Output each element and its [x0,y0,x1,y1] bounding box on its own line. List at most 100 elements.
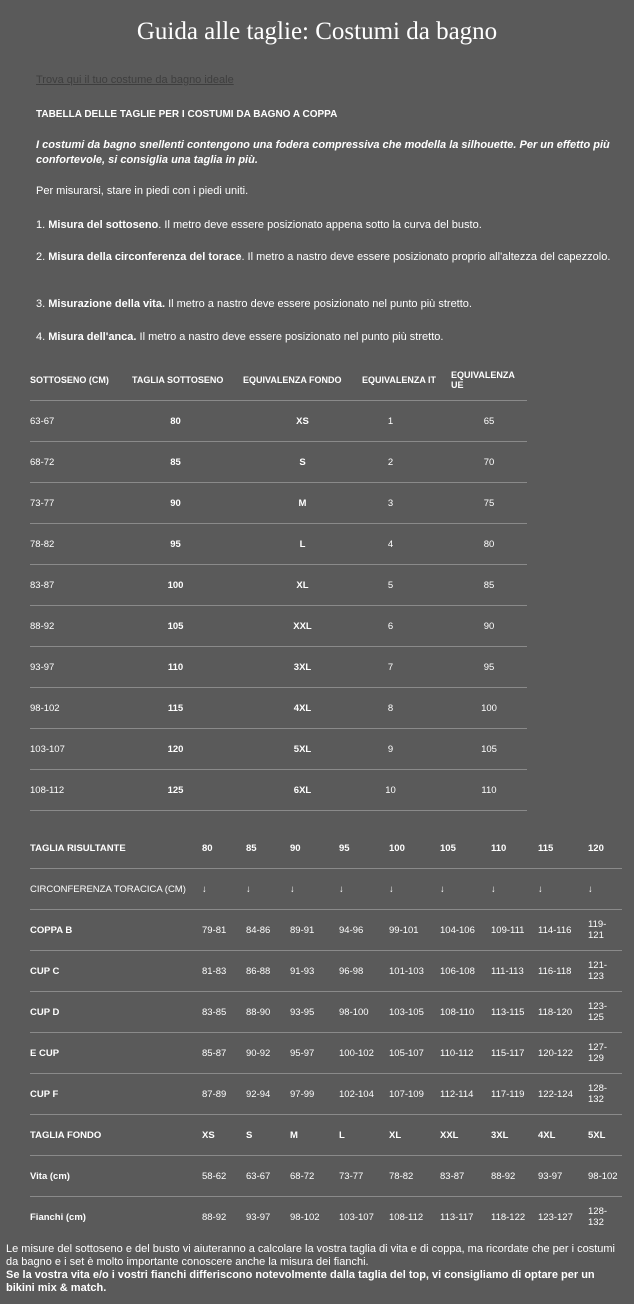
table-cell: ↓ [588,868,622,910]
table-cell: 123-125 [588,991,622,1033]
table-cell: 111-113 [491,950,538,992]
table-cell: XS [202,1114,246,1156]
table-cell: 73-77 [339,1155,389,1197]
table-cell: 88-92 [30,605,132,647]
table-cell: 80 [202,828,246,869]
table-cell: 99-101 [389,909,440,951]
table-cell: 8 [362,687,451,729]
table-cell: 108-112 [389,1211,424,1223]
table-cell: 78-82 [389,1155,440,1197]
table-cell: 68-72 [290,1155,339,1197]
table-cell: 4XL [243,687,362,729]
table-cell: 94-96 [339,909,389,951]
row-label: Fianchi (cm) [30,1211,86,1223]
step-3: 3. Misurazione della vita. Il metro a na… [36,298,472,310]
table-cell: 3XL [491,1114,538,1156]
table-cell: 58-62 [202,1155,246,1197]
table-cell: M [290,1114,339,1156]
table-cell: 108-112 [30,769,132,811]
table-cell: 110 [132,646,243,688]
table-cell: 88-92 [491,1155,538,1197]
table-cell: XL [243,564,362,606]
table-cell: 119-121 [588,909,622,951]
table-cell: 1 [362,400,451,442]
table-cell: 2 [362,441,451,483]
table-cell: 75 [451,482,527,524]
table-cell: 105 [132,605,243,647]
table-cell: 3 [362,482,451,524]
table-cell: 108-110 [440,991,491,1033]
table-cell: 90-92 [246,1032,290,1074]
table-cell: 6 [362,605,451,647]
intro-text: I costumi da bagno snellenti contengono … [36,139,610,166]
table-cell: 118-120 [538,991,588,1033]
table-cell: ↓ [246,868,290,910]
step-4: 4. Misura dell'anca. Il metro a nastro d… [36,331,444,343]
column-header: TAGLIA SOTTOSENO [132,360,243,401]
table-cell: L [243,523,362,565]
table-cell: 90 [132,482,243,524]
table-cell: 93-97 [30,646,132,688]
table-cell: ↓ [389,868,440,910]
table-cell: 5XL [243,728,362,770]
table-cell: 120 [588,828,622,869]
page-title: Guida alle taglie: Costumi da bagno [136,18,498,45]
table-cell: 63-67 [246,1155,290,1197]
table-cell: 63-67 [30,400,132,442]
find-swimsuit-link[interactable]: Trova qui il tuo costume da bagno ideale [36,74,234,86]
stand-instruction: Per misurarsi, stare in piedi con i pied… [36,185,249,197]
table-row: 88-92 105 XXL 6 90 [30,605,527,647]
table-cell: XL [389,1114,440,1156]
table-row: CUP C 81-83 86-88 91-93 96-98 101-103 106-108 1… [30,950,622,992]
table-cell: 100 [451,687,527,729]
table-cell: 98-102 [290,1211,320,1223]
table-cell: 123-127 [538,1211,573,1223]
table-row: CIRCONFERENZA TORACICA (CM) ↓ ↓ ↓ ↓ ↓ ↓ ↓ ↓ ↓ [30,868,622,910]
table-cell: 92-94 [246,1073,290,1115]
table-cell: XS [243,400,362,442]
table-cell: 85 [132,441,243,483]
table-cell: 116-118 [538,950,588,992]
table-cell: ↓ [202,868,246,910]
table-cell: 7 [362,646,451,688]
table-cell: L [339,1114,389,1156]
table-cell: ↓ [440,868,491,910]
table-cell: 98-100 [339,991,389,1033]
footer-note: Le misure del sottoseno e del busto vi a… [6,1243,615,1294]
row-label: COPPA B [30,909,202,951]
table-cell: 93-97 [538,1155,588,1197]
table-cell: ↓ [491,868,538,910]
table-cell: 80 [451,523,527,565]
table-cell: 83-85 [202,991,246,1033]
table-cell: 100 [132,564,243,606]
table-row: CUP F 87-89 92-94 97-99 102-104 107-109 112-11… [30,1073,622,1115]
table-row: 68-72 85 S 2 70 [30,441,527,483]
table-cell: 114-116 [538,909,588,951]
table-cell: 90 [451,605,527,647]
table-cell: 103-107 [30,728,132,770]
table-cell: 3XL [243,646,362,688]
table-cell: 105 [440,828,491,869]
table-row: TAGLIA RISULTANTE 80 85 90 95 100 105 110 115 120 [30,828,622,869]
table-cell: 91-93 [290,950,339,992]
table-cell: 78-82 [30,523,132,565]
table-cell: 4 [362,523,451,565]
table-cell: S [243,441,362,483]
table-cell: 6XL [243,769,362,811]
column-header: EQUIVALENZA FONDO [243,360,362,401]
table-cell: 9 [362,728,451,770]
table-cell: 95 [132,523,243,565]
table-row: 73-77 90 M 3 75 [30,482,527,524]
table-cell: 87-89 [202,1073,246,1115]
table-cell: 97-99 [290,1073,339,1115]
table-cell: 110 [451,769,527,811]
row-label: CIRCONFERENZA TORACICA (CM) [30,868,202,910]
table-cell: 115 [538,828,588,869]
table-cell: 120-122 [538,1032,588,1074]
column-header: EQUIVALENZA IT [362,360,451,401]
table-cell: ↓ [538,868,588,910]
table-cell: 65 [451,400,527,442]
table-row: Vita (cm) 58-62 63-67 68-72 73-77 78-82 83-87 8… [30,1155,622,1197]
table-cell: 93-95 [290,991,339,1033]
table-cell: 110 [491,828,538,869]
